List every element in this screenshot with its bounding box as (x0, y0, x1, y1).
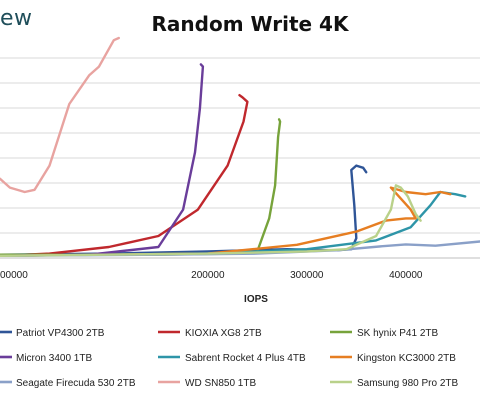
chart-series (0, 36, 480, 257)
chart-gridlines (0, 57, 480, 259)
legend-label: WD SN850 1TB (185, 378, 256, 389)
x-tick-label: 00000 (0, 270, 28, 281)
series-line-2 (0, 94, 249, 257)
x-tick-label: 400000 (389, 270, 423, 281)
legend-label: SK hynix P41 2TB (357, 328, 438, 339)
chart-legend: Patriot VP4300 2TB KIOXIA XG8 2TB SK hynix… (0, 328, 458, 389)
legend-label: Sabrent Rocket 4 Plus 4TB (185, 353, 306, 364)
legend-label: KIOXIA XG8 2TB (185, 328, 262, 339)
x-axis-ticks: 00000 200000 300000 400000 (0, 270, 423, 281)
legend-label: Samsung 980 Pro 2TB (357, 378, 458, 389)
legend-label: Micron 3400 1TB (16, 353, 92, 364)
legend-label: Seagate Firecuda 530 2TB (16, 378, 136, 389)
chart-title: Random Write 4K (151, 12, 349, 36)
series-line-8 (0, 36, 120, 194)
x-tick-label: 300000 (290, 270, 324, 281)
x-axis-label: IOPS (244, 294, 268, 305)
site-logo-text: ew (0, 6, 33, 31)
series-line-9 (0, 184, 422, 257)
series-line-4 (0, 63, 205, 257)
series-line-6 (0, 186, 452, 257)
legend-label: Patriot VP4300 2TB (16, 328, 105, 339)
legend-label: Kingston KC3000 2TB (357, 353, 456, 364)
x-tick-label: 200000 (191, 270, 225, 281)
